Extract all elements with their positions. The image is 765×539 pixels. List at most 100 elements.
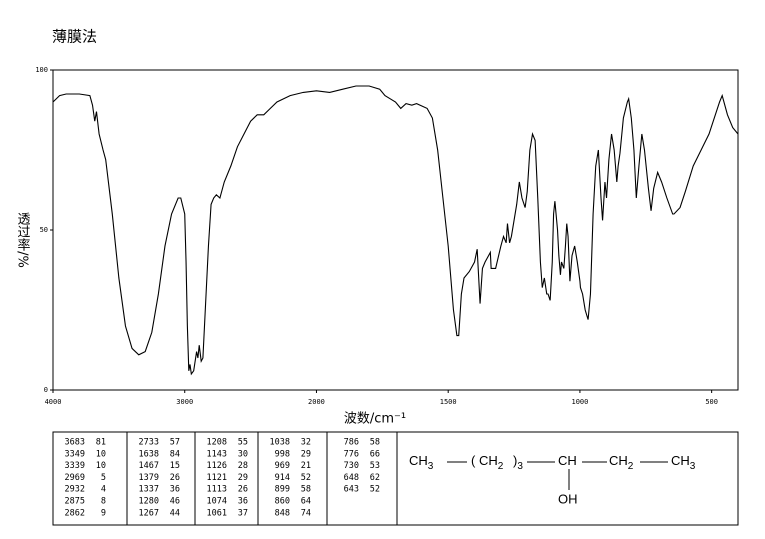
peak-transmittance: 36 (238, 497, 248, 507)
peak-wavenumber: 1467 (139, 461, 159, 471)
atom-subscript: 3 (690, 461, 696, 472)
peak-transmittance: 32 (301, 438, 311, 448)
peak-wavenumber: 899 (275, 485, 290, 495)
peak-wavenumber: 998 (275, 449, 290, 459)
peak-transmittance: 29 (238, 473, 248, 483)
peak-wavenumber: 1143 (207, 449, 227, 459)
peak-transmittance: 28 (238, 461, 248, 471)
peak-wavenumber: 2875 (65, 497, 85, 507)
atom-label: CH (609, 453, 628, 468)
peak-wavenumber: 1038 (270, 438, 290, 448)
peak-wavenumber: 914 (275, 473, 290, 483)
peak-transmittance: 55 (238, 438, 248, 448)
x-tick-label: 2000 (308, 398, 325, 406)
peak-wavenumber: 786 (344, 438, 359, 448)
peak-wavenumber: 860 (275, 497, 290, 507)
atom-subscript: 2 (498, 461, 504, 472)
atom-subscript: 3 (517, 461, 523, 472)
peak-transmittance: 74 (301, 508, 311, 518)
peak-transmittance: 64 (301, 497, 311, 507)
y-axis-label: 透过率/% (15, 212, 31, 268)
y-tick-label: 0 (44, 386, 48, 394)
peak-wavenumber: 1638 (139, 449, 159, 459)
peak-wavenumber: 2969 (65, 473, 85, 483)
atom-label: ( CH (471, 453, 498, 468)
x-tick-label: 500 (705, 398, 718, 406)
peak-wavenumber: 1074 (207, 497, 227, 507)
atom-group: CH (558, 453, 577, 468)
peak-transmittance: 26 (170, 473, 180, 483)
peak-transmittance: 30 (238, 449, 248, 459)
peak-wavenumber: 3349 (65, 449, 85, 459)
peak-transmittance: 46 (170, 497, 180, 507)
peak-transmittance: 4 (101, 485, 106, 495)
peak-wavenumber: 2733 (139, 438, 159, 448)
y-tick-label: 100 (35, 66, 48, 74)
peak-transmittance: 84 (170, 449, 180, 459)
peak-wavenumber: 1379 (139, 473, 159, 483)
peak-wavenumber: 1121 (207, 473, 227, 483)
peak-transmittance: 44 (170, 508, 180, 518)
peak-transmittance: 8 (101, 497, 106, 507)
peak-wavenumber: 1208 (207, 438, 227, 448)
x-tick-label: 3000 (176, 398, 193, 406)
peak-transmittance: 9 (101, 508, 106, 518)
atom-group: )3 (513, 453, 523, 471)
atom-group: ( CH2 (471, 453, 504, 471)
atom-label: CH (558, 453, 577, 468)
peak-wavenumber: 3339 (65, 461, 85, 471)
peak-transmittance: 26 (238, 485, 248, 495)
atom-group: CH3 (671, 453, 696, 471)
chart-title: 薄膜法 (52, 28, 97, 46)
peak-wavenumber: 643 (344, 485, 359, 495)
peak-transmittance: 57 (170, 438, 180, 448)
peak-wavenumber: 776 (344, 449, 359, 459)
peak-wavenumber: 1280 (139, 497, 159, 507)
atom-group: CH2 (609, 453, 634, 471)
peak-wavenumber: 969 (275, 461, 290, 471)
peak-transmittance: 62 (370, 473, 380, 483)
peak-wavenumber: 1126 (207, 461, 227, 471)
peak-wavenumber: 848 (275, 508, 290, 518)
peak-wavenumber: 3683 (65, 438, 85, 448)
peak-transmittance: 10 (96, 461, 106, 471)
peak-wavenumber: 648 (344, 473, 359, 483)
peak-transmittance: 37 (238, 508, 248, 518)
peak-wavenumber: 1267 (139, 508, 159, 518)
peak-transmittance: 15 (170, 461, 180, 471)
x-axis-label: 波数/cm⁻¹ (344, 412, 406, 427)
peak-transmittance: 52 (301, 473, 311, 483)
peak-transmittance: 81 (96, 438, 106, 448)
atom-subscript: 2 (628, 461, 634, 472)
peak-wavenumber: 2932 (65, 485, 85, 495)
peak-transmittance: 58 (301, 485, 311, 495)
peak-transmittance: 10 (96, 449, 106, 459)
peak-wavenumber: 1061 (207, 508, 227, 518)
peak-wavenumber: 2862 (65, 508, 85, 518)
peak-transmittance: 21 (301, 461, 311, 471)
spectrum-line (52, 85, 739, 376)
y-tick-label: 50 (40, 226, 48, 234)
atom-label: ) (513, 453, 517, 468)
peak-transmittance: 58 (370, 438, 380, 448)
atom-label: CH (671, 453, 690, 468)
peak-wavenumber: 1337 (139, 485, 159, 495)
peak-transmittance: 29 (301, 449, 311, 459)
peak-transmittance: 36 (170, 485, 180, 495)
x-tick-label: 1000 (571, 398, 588, 406)
table-frame (52, 431, 739, 526)
plot-frame (52, 69, 739, 391)
peak-transmittance: 66 (370, 449, 380, 459)
atom-group: CH3 (409, 453, 434, 471)
peak-transmittance: 52 (370, 485, 380, 495)
peak-wavenumber: 730 (344, 461, 359, 471)
atom-label: CH (409, 453, 428, 468)
atom-subscript: 3 (428, 461, 434, 472)
x-tick-label: 4000 (45, 398, 62, 406)
peak-transmittance: 5 (101, 473, 106, 483)
peak-transmittance: 53 (370, 461, 380, 471)
